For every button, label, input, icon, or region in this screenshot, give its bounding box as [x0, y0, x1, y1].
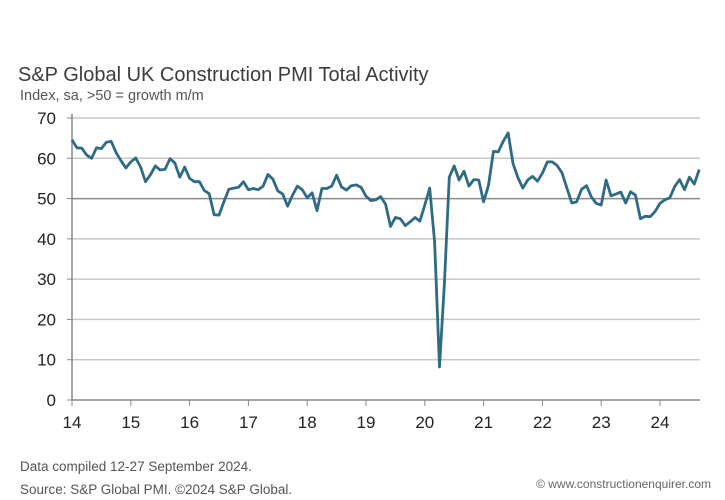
- y-tick-label: 60: [37, 149, 56, 168]
- x-tick-label: 19: [357, 413, 376, 432]
- x-tick-label: 24: [651, 413, 670, 432]
- y-tick-label: 10: [37, 351, 56, 370]
- footer-data-compiled: Data compiled 12-27 September 2024.: [20, 459, 252, 474]
- x-tick-label: 17: [239, 413, 258, 432]
- y-tick-label: 20: [37, 310, 56, 329]
- x-tick-label: 16: [180, 413, 199, 432]
- x-tick-label: 22: [533, 413, 552, 432]
- x-tick-label: 21: [474, 413, 493, 432]
- x-tick-label: 23: [592, 413, 611, 432]
- watermark: © www.constructionenquirer.com: [536, 477, 711, 491]
- y-tick-label: 40: [37, 230, 56, 249]
- x-tick-label: 14: [63, 413, 82, 432]
- y-tick-label: 0: [47, 391, 56, 410]
- y-tick-label: 30: [37, 270, 56, 289]
- chart-title: S&P Global UK Construction PMI Total Act…: [18, 64, 429, 86]
- chart-subtitle: Index, sa, >50 = growth m/m: [20, 88, 204, 104]
- x-tick-label: 15: [121, 413, 140, 432]
- y-tick-label: 70: [37, 109, 56, 128]
- x-tick-label: 20: [415, 413, 434, 432]
- x-tick-label: 18: [298, 413, 317, 432]
- series-line: [70, 131, 701, 369]
- footer-source: Source: S&P Global PMI. ©2024 S&P Global…: [20, 482, 293, 497]
- y-tick-label: 50: [37, 190, 56, 209]
